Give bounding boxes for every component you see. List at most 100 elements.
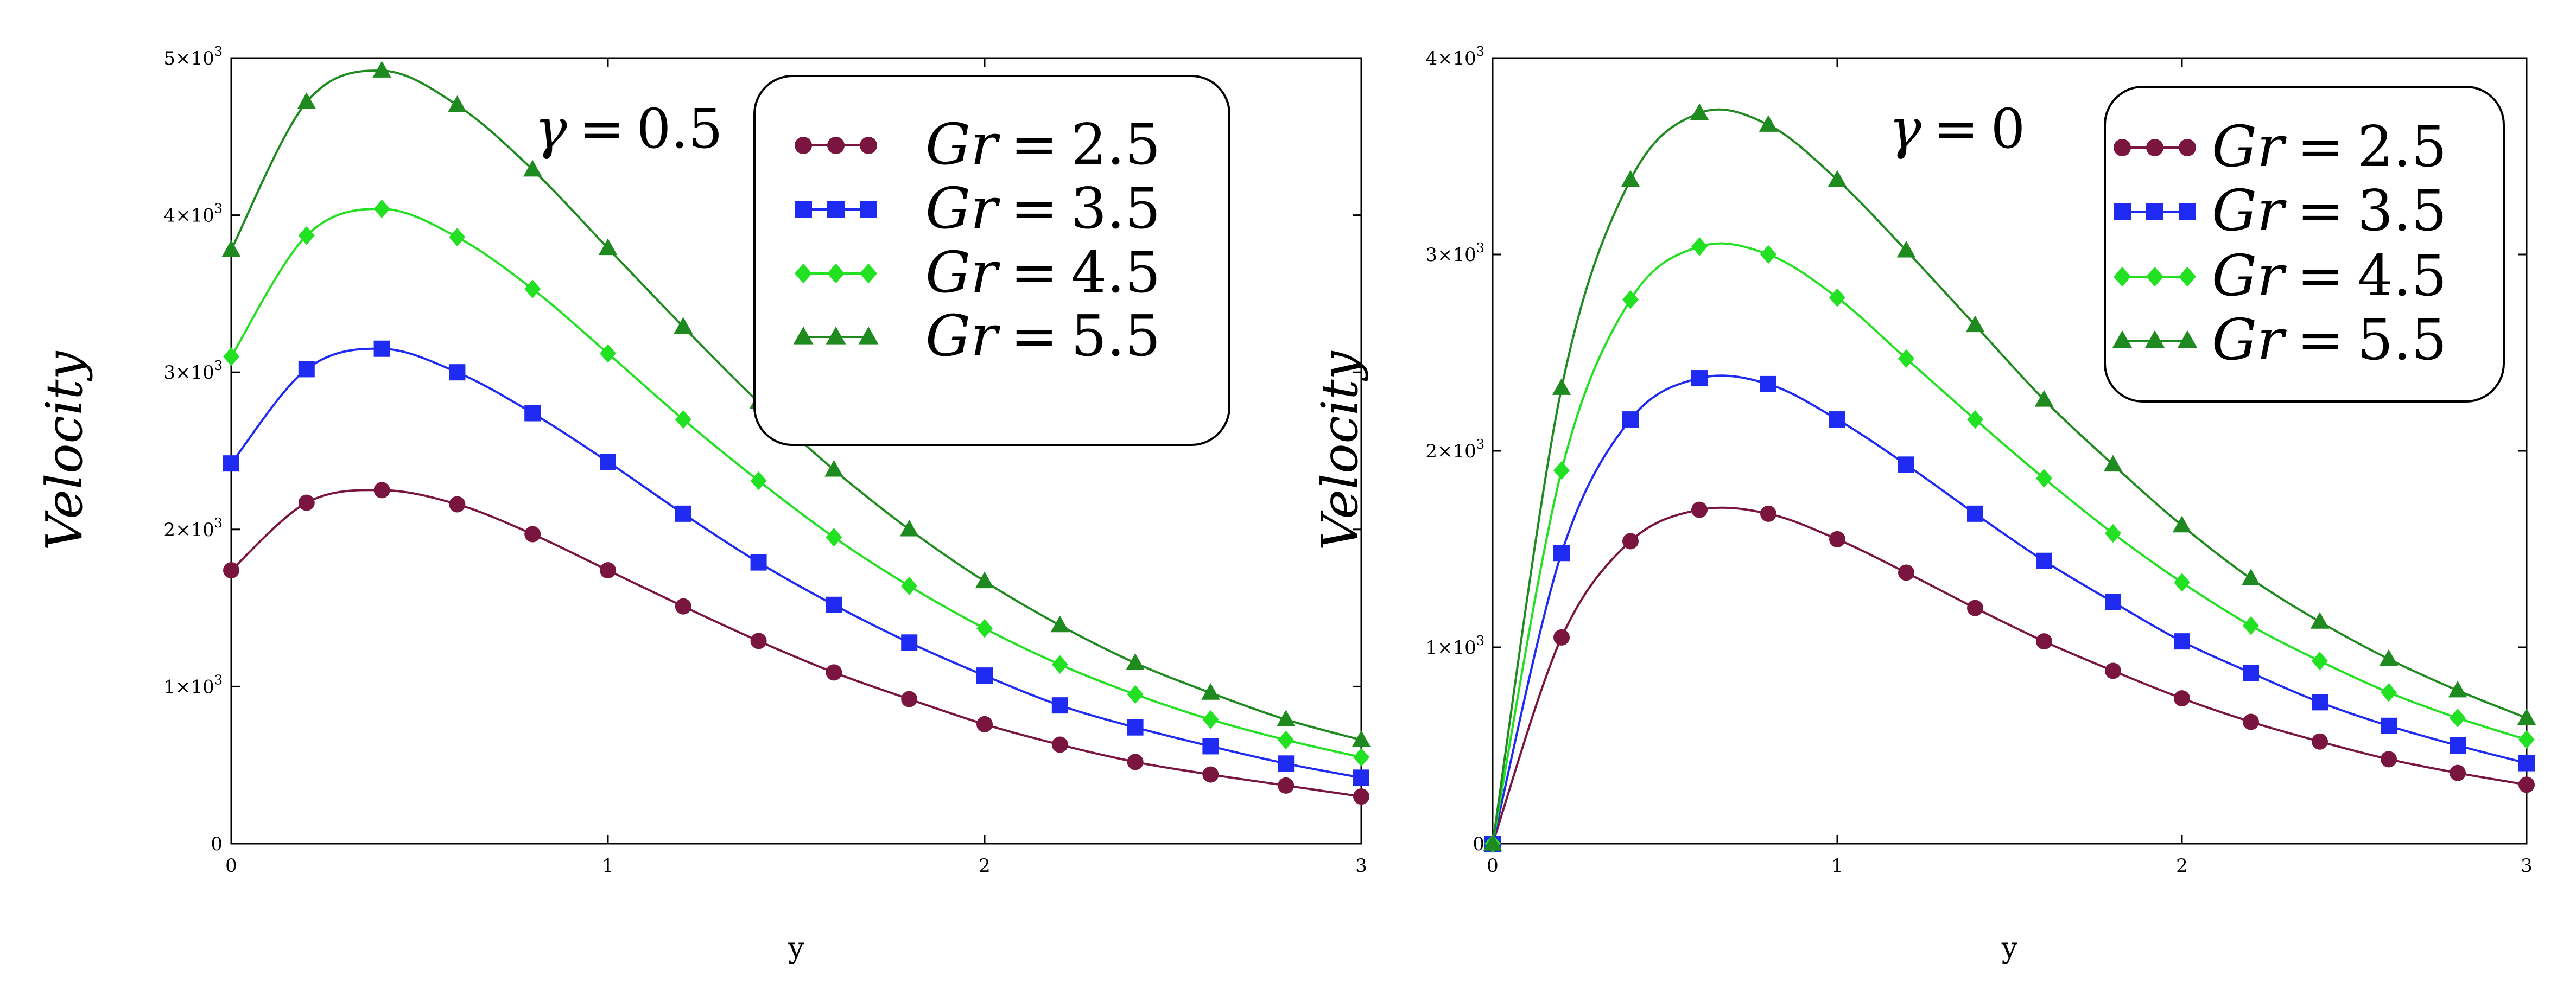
legend-label: Gr = 4.5 — [925, 239, 1160, 305]
data-point — [2243, 616, 2259, 635]
data-point — [1553, 629, 1570, 646]
data-point — [523, 160, 542, 177]
data-point — [2381, 717, 2397, 734]
data-point — [1552, 378, 1571, 395]
legend-marker — [827, 137, 845, 154]
legend-marker — [2112, 330, 2133, 348]
data-point — [2243, 665, 2259, 681]
data-point — [901, 576, 918, 596]
data-point — [1967, 505, 1983, 522]
data-point — [1353, 788, 1369, 805]
y-tick-label: 0 — [1473, 833, 1484, 855]
data-point — [449, 496, 466, 513]
data-point — [2036, 469, 2052, 488]
data-point — [2174, 690, 2190, 707]
data-point — [901, 691, 918, 707]
legend-marker — [2177, 330, 2198, 348]
data-point — [1353, 769, 1369, 786]
data-point — [2518, 755, 2535, 772]
legend-label: Gr = 3.5 — [925, 175, 1160, 241]
data-point — [1127, 719, 1144, 736]
data-point — [298, 494, 315, 511]
legend-marker — [793, 326, 814, 345]
series-diamond — [223, 199, 1369, 767]
data-point — [750, 633, 767, 649]
data-point — [1965, 315, 1985, 333]
data-point — [2036, 552, 2052, 569]
data-point — [449, 364, 466, 381]
series-square — [223, 340, 1369, 786]
data-point — [2310, 611, 2330, 629]
data-point — [2450, 709, 2466, 728]
y-tick-label: 1×103 — [1425, 633, 1484, 659]
legend-label: Gr = 2.5 — [925, 111, 1160, 177]
legend-marker — [795, 263, 812, 284]
data-point — [1276, 710, 1296, 726]
legend-marker — [2114, 139, 2131, 156]
legend: Gr = 2.5Gr = 3.5Gr = 4.5Gr = 5.5 — [2104, 86, 2505, 403]
data-point — [298, 226, 315, 245]
data-point — [2103, 455, 2123, 472]
legend-label: Gr = 5.5 — [925, 303, 1160, 369]
data-point — [2381, 751, 2397, 768]
data-point — [298, 361, 315, 378]
data-point — [1127, 754, 1144, 770]
legend-entry: Gr = 3.5 — [795, 175, 1160, 241]
data-point — [2174, 573, 2190, 592]
data-point — [1760, 375, 1776, 392]
data-point — [297, 92, 316, 109]
legend-entry: Gr = 2.5 — [795, 111, 1160, 177]
legend-marker — [2114, 203, 2131, 220]
data-point — [2174, 633, 2190, 650]
data-point — [1201, 683, 1220, 700]
x-tick-label: 3 — [2521, 855, 2533, 877]
data-point — [2036, 633, 2052, 650]
data-point — [750, 471, 767, 490]
data-point — [976, 716, 993, 732]
data-point — [223, 455, 239, 472]
data-point — [2105, 662, 2121, 679]
legend-label: Gr = 2.5 — [2212, 113, 2447, 180]
data-point — [223, 562, 239, 579]
legend-marker — [826, 326, 846, 345]
data-point — [448, 95, 467, 112]
data-point — [373, 340, 390, 357]
data-point — [675, 410, 691, 429]
data-point — [1127, 685, 1144, 704]
data-point — [1352, 730, 1371, 747]
data-point — [2241, 569, 2261, 586]
data-point — [1829, 288, 1845, 307]
data-point — [1691, 501, 1708, 518]
x-tick-label: 0 — [225, 855, 237, 877]
legend-marker — [795, 201, 812, 218]
legend-label: Gr = 5.5 — [2212, 307, 2447, 373]
y-tick-label: 3×103 — [163, 358, 223, 384]
data-point — [675, 598, 691, 615]
legend-marker — [860, 201, 877, 218]
data-point — [824, 460, 843, 477]
data-point — [1760, 505, 1776, 522]
data-point — [600, 562, 616, 579]
x-tick-label: 3 — [1355, 855, 1367, 877]
data-point — [2243, 713, 2259, 730]
series-line — [230, 347, 1362, 779]
data-point — [1759, 115, 1778, 132]
legend-marker — [2146, 139, 2163, 156]
data-point — [1278, 777, 1295, 794]
y-tick-label: 2×103 — [1425, 437, 1484, 462]
data-point — [449, 227, 466, 247]
legend-marker — [858, 326, 879, 345]
y-tick-label: 4×103 — [1425, 44, 1484, 69]
data-point — [975, 571, 994, 589]
legend-marker — [2179, 139, 2196, 156]
series-line — [230, 208, 1362, 758]
data-point — [223, 347, 239, 366]
legend-label: Gr = 4.5 — [2212, 243, 2447, 309]
data-point — [1622, 411, 1639, 428]
data-point — [1353, 748, 1369, 767]
data-point — [1483, 834, 1502, 851]
data-point — [1967, 410, 1983, 429]
series-line — [230, 489, 1362, 798]
data-point — [1202, 710, 1219, 729]
